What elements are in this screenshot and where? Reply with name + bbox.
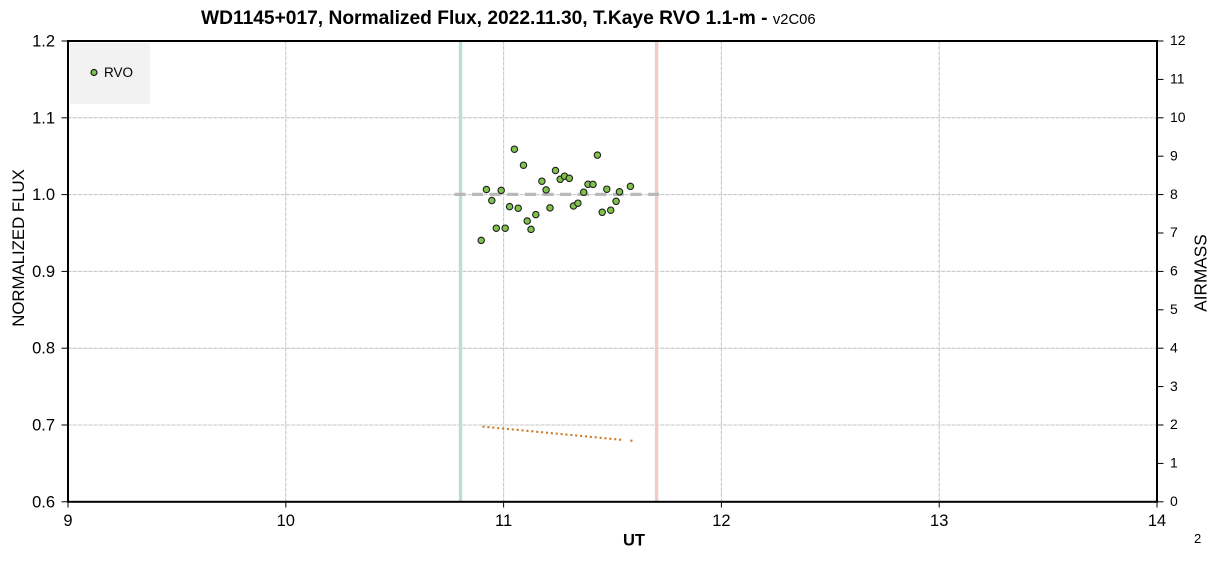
svg-text:11: 11 [495, 512, 512, 530]
svg-text:0.7: 0.7 [32, 417, 55, 435]
svg-text:0: 0 [1170, 493, 1178, 509]
svg-text:13: 13 [930, 512, 948, 530]
svg-text:10: 10 [1170, 109, 1186, 125]
svg-text:RVO: RVO [104, 65, 133, 80]
svg-text:1.2: 1.2 [32, 33, 55, 51]
svg-text:0.9: 0.9 [32, 263, 55, 281]
svg-text:NORMALIZED FLUX: NORMALIZED FLUX [9, 169, 28, 327]
svg-text:12: 12 [1170, 32, 1186, 48]
svg-text:11: 11 [1170, 71, 1185, 87]
svg-text:6: 6 [1170, 263, 1178, 279]
svg-text:9: 9 [1170, 147, 1178, 163]
svg-text:12: 12 [712, 512, 730, 530]
svg-text:AIRMASS: AIRMASS [1191, 234, 1211, 311]
svg-text:2: 2 [1194, 531, 1201, 546]
svg-text:0.8: 0.8 [32, 340, 55, 358]
svg-text:WD1145+017, Normalized Flux, 2: WD1145+017, Normalized Flux, 2022.11.30,… [201, 8, 816, 29]
svg-text:UT: UT [623, 532, 645, 550]
svg-text:8: 8 [1170, 186, 1178, 202]
svg-text:7: 7 [1170, 224, 1178, 240]
svg-text:14: 14 [1148, 512, 1166, 530]
svg-text:1.1: 1.1 [32, 109, 55, 127]
svg-text:9: 9 [63, 512, 72, 530]
svg-text:1: 1 [1170, 455, 1178, 471]
svg-text:4: 4 [1170, 339, 1178, 355]
svg-text:1.0: 1.0 [32, 186, 55, 204]
svg-text:0.6: 0.6 [32, 493, 55, 511]
svg-text:3: 3 [1170, 378, 1178, 394]
svg-text:2: 2 [1170, 416, 1178, 432]
svg-text:5: 5 [1170, 301, 1178, 317]
svg-text:10: 10 [277, 512, 295, 530]
